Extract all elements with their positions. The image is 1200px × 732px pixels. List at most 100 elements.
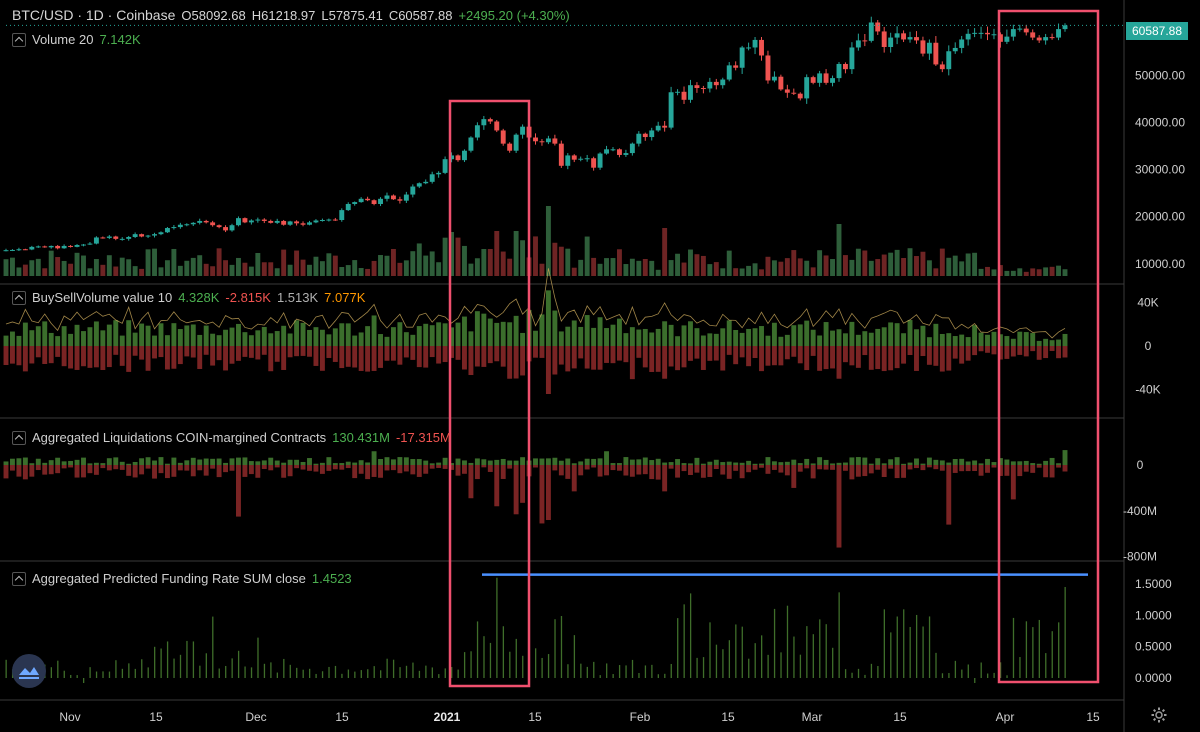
volume-bar xyxy=(571,267,577,276)
liq-long-bar xyxy=(720,462,726,465)
liq-short-bar xyxy=(255,465,261,478)
liq-short-bar xyxy=(223,465,229,473)
funding-bar xyxy=(141,659,143,678)
sell-volume-bar xyxy=(468,346,474,376)
liq-long-bar xyxy=(726,461,732,465)
buy-volume-bar xyxy=(610,324,616,346)
funding-bar xyxy=(748,658,750,678)
funding-bar xyxy=(308,668,311,678)
buy-volume-bar xyxy=(61,326,67,346)
volume-bar xyxy=(319,261,325,276)
candle-body xyxy=(16,249,22,251)
buy-volume-bar xyxy=(326,334,332,346)
volume-bar xyxy=(268,262,274,276)
gear-icon[interactable] xyxy=(1150,706,1168,724)
funding-bar xyxy=(50,667,53,678)
buy-volume-bar xyxy=(804,320,810,346)
liq-short-bar xyxy=(236,465,241,517)
liq-short-bar xyxy=(830,465,835,470)
candle-body xyxy=(959,39,965,48)
sell-volume-bar xyxy=(236,346,241,361)
funding-bar xyxy=(683,604,685,678)
liq-long-bar xyxy=(158,457,164,465)
liq-short-bar xyxy=(1056,465,1061,468)
liq-long-bar xyxy=(946,462,952,465)
buy-volume-bar xyxy=(462,316,467,346)
volume-bar xyxy=(384,255,390,276)
tradingview-logo-icon[interactable] xyxy=(12,654,46,688)
collapse-chevron-icon[interactable] xyxy=(12,571,26,586)
sell-volume-bar xyxy=(500,346,506,367)
volume-bar xyxy=(1036,269,1042,276)
collapse-chevron-icon[interactable] xyxy=(12,290,26,305)
volume-bar xyxy=(229,264,235,276)
buy-volume-bar xyxy=(345,323,351,346)
buy-volume-bar xyxy=(733,329,739,346)
funding-bar xyxy=(341,673,343,678)
sell-volume-bar xyxy=(487,346,493,364)
liq-short-bar xyxy=(164,465,170,479)
volume-bar xyxy=(139,268,145,276)
buy-volume-bar xyxy=(810,329,816,346)
candle-body xyxy=(765,55,771,81)
volume-bar xyxy=(791,250,797,276)
buy-volume-bar xyxy=(319,329,325,346)
volume-bar xyxy=(578,259,584,276)
volume-bar xyxy=(93,259,99,276)
liq-short-bar xyxy=(307,465,312,471)
buy-volume-bar xyxy=(771,322,777,346)
sell-volume-bar xyxy=(397,346,403,365)
funding-bar xyxy=(380,670,382,678)
funding-bar xyxy=(612,674,614,678)
sell-volume-bar xyxy=(836,346,842,379)
sell-volume-bar xyxy=(255,346,261,360)
liq-short-bar xyxy=(914,465,919,469)
sell-volume-bar xyxy=(242,346,248,357)
sell-volume-bar xyxy=(520,346,526,376)
high-value: H61218.97 xyxy=(251,7,316,23)
sell-volume-bar xyxy=(61,346,67,367)
funding-bar xyxy=(786,605,789,678)
candle-body xyxy=(604,149,609,154)
buy-volume-bar xyxy=(1043,338,1049,346)
buy-volume-bar xyxy=(119,335,125,346)
sell-volume-bar xyxy=(358,346,364,371)
liq-long-bar xyxy=(991,462,997,465)
sell-volume-bar xyxy=(759,346,764,372)
liq-short-bar xyxy=(771,465,777,470)
liq-long-bar xyxy=(390,459,396,465)
volume-bar xyxy=(862,250,868,276)
collapse-chevron-icon[interactable] xyxy=(12,32,26,47)
candle-body xyxy=(629,143,635,154)
liq-short-bar xyxy=(177,465,183,471)
buy-volume-bar xyxy=(914,329,919,346)
volume-bar xyxy=(616,249,622,276)
funding-bar xyxy=(838,592,840,678)
liq-long-bar xyxy=(455,458,461,465)
sell-volume-bar xyxy=(823,346,829,370)
collapse-chevron-icon[interactable] xyxy=(12,430,26,445)
funding-bar xyxy=(412,662,414,678)
buy-volume-bar xyxy=(784,334,790,346)
funding-bar xyxy=(980,662,982,678)
candle-body xyxy=(255,219,261,221)
sell-volume-bar xyxy=(817,346,823,371)
funding-bar xyxy=(651,664,653,678)
liq-long-bar xyxy=(3,461,9,465)
candle-body xyxy=(797,93,803,99)
symbol-label[interactable]: BTC/USD · 1D · Coinbase xyxy=(12,7,176,23)
volume-bar xyxy=(707,264,713,276)
liq-long-bar xyxy=(1036,463,1042,465)
buy-volume-bar xyxy=(565,326,571,346)
sell-volume-bar xyxy=(210,346,216,366)
funding-bar xyxy=(799,654,802,678)
funding-bar xyxy=(502,626,505,678)
funding-bar xyxy=(593,661,595,678)
candle-body xyxy=(326,219,332,221)
buy-volume-bar xyxy=(358,332,364,346)
candle-body xyxy=(287,221,293,225)
sell-volume-bar xyxy=(610,346,616,364)
time-tick-label: 15 xyxy=(893,710,907,724)
sell-volume-bar xyxy=(765,346,771,366)
